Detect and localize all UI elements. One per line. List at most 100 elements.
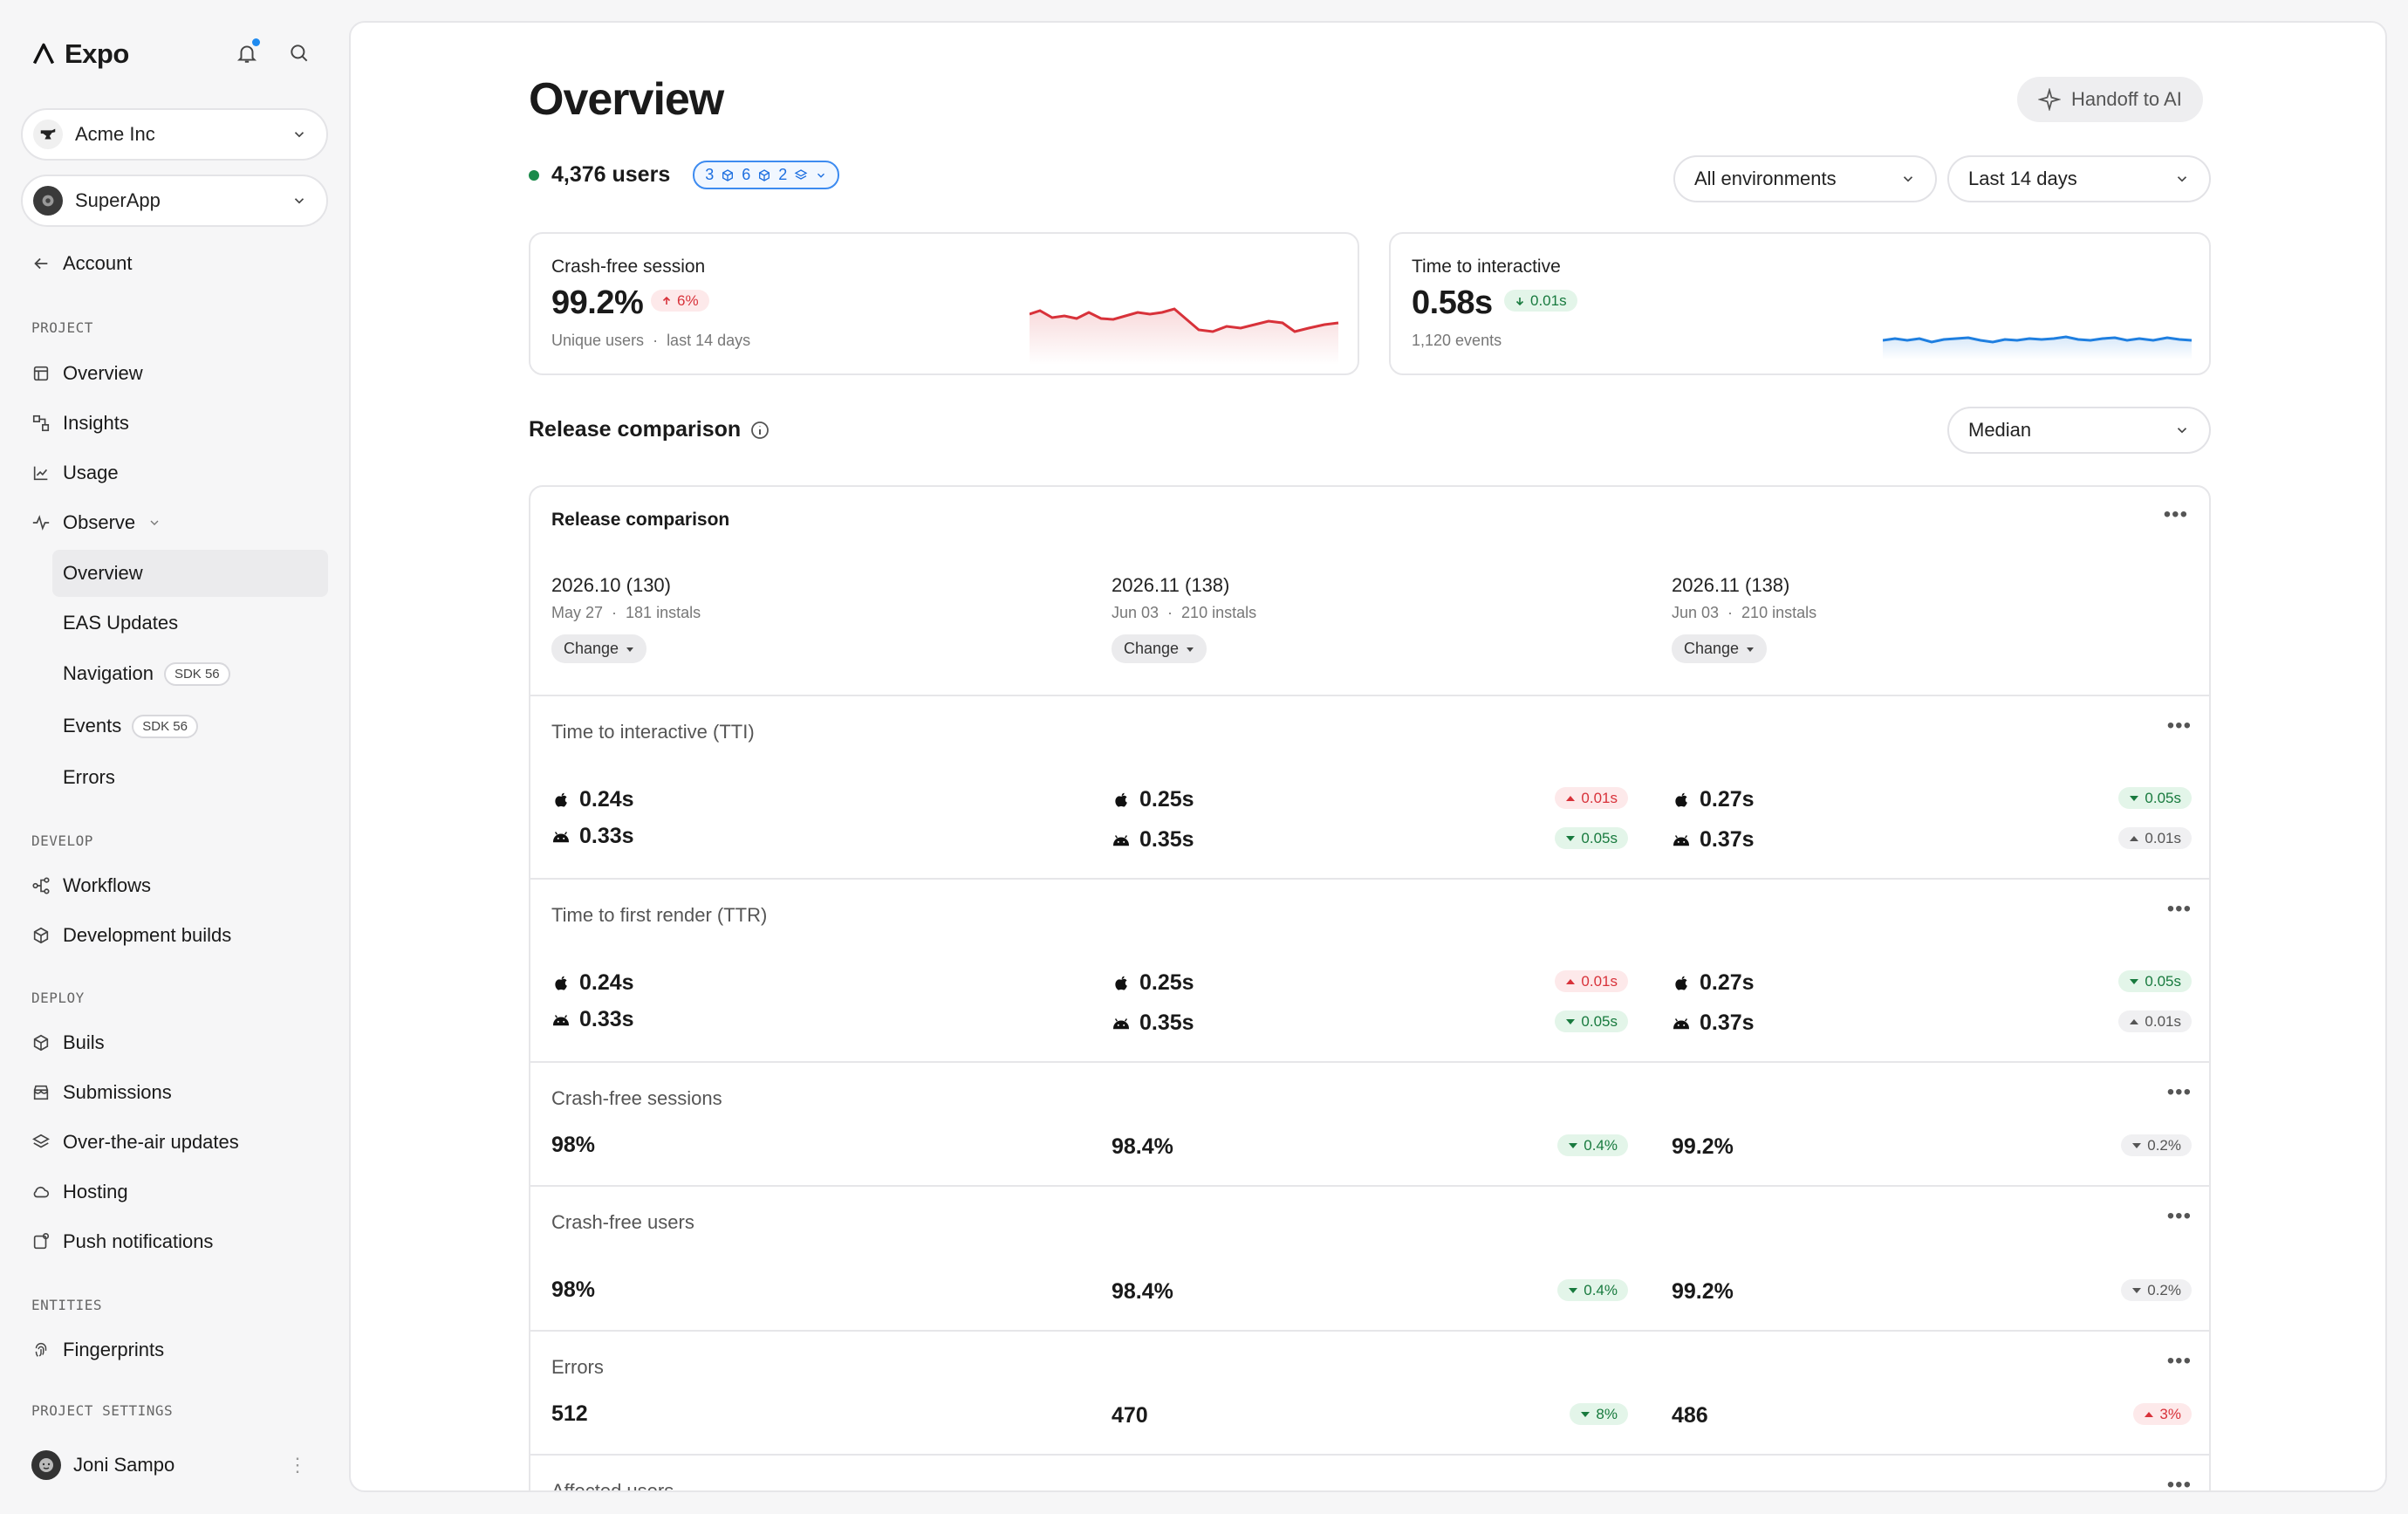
nav-fingerprints-label: Fingerprints	[63, 1339, 165, 1360]
search-icon	[291, 45, 308, 62]
nav-submissions[interactable]: Submissions	[31, 1070, 172, 1115]
table-row-errors: Errors ••• 512 470 8% 486 3%	[530, 1330, 2209, 1454]
kpi-crash-free-session[interactable]: Crash-free session 99.2% 6% Unique users…	[529, 232, 1359, 375]
android-value: 0.37s	[1672, 1010, 1755, 1036]
ios-value: 0.27s	[1672, 787, 1755, 812]
nav-insights[interactable]: Insights	[31, 401, 129, 446]
nav-observe-overview[interactable]: Overview	[52, 550, 328, 597]
chevron-down-icon	[817, 173, 825, 178]
nav-overview-label: Overview	[63, 362, 143, 384]
ios-value: 0.27s	[1672, 970, 1755, 996]
release-date: Jun 03	[1672, 604, 1720, 621]
delta: 3%	[2159, 1406, 2181, 1422]
caret-down-icon	[1566, 835, 1576, 841]
delta-badge: 0.05s	[1555, 827, 1628, 849]
kpi-delta: 0.01s	[1530, 292, 1567, 309]
expo-logo[interactable]: Expo	[31, 38, 129, 70]
row-title: Affected users	[551, 1480, 674, 1492]
nav-push-notifications[interactable]: Push notifications	[31, 1219, 213, 1264]
platform-count: 2	[778, 166, 788, 183]
android-value: 0.33s	[551, 824, 634, 849]
kpi-time-to-interactive[interactable]: Time to interactive 0.58s 0.01s 1,120 ev…	[1389, 232, 2211, 375]
apple-icon	[1115, 976, 1127, 990]
ios-value: 0.24s	[551, 787, 634, 812]
change-release-button[interactable]: Change	[1672, 634, 1768, 663]
nav-navigation[interactable]: Navigation SDK 56	[52, 650, 328, 697]
nav-usage[interactable]: Usage	[31, 450, 119, 496]
kpi-subtitle: 1,120 events	[1412, 332, 1502, 349]
value: 0.25s	[1139, 970, 1194, 995]
status-dot	[529, 169, 539, 181]
nav-fingerprints[interactable]: Fingerprints	[31, 1327, 164, 1373]
platform-filter[interactable]: 3 6 2	[693, 161, 840, 189]
page-title: Overview	[529, 74, 724, 125]
more-options-icon[interactable]: •••	[2166, 1204, 2192, 1228]
change-release-button[interactable]: Change	[1112, 634, 1207, 663]
metric-value: 512	[551, 1401, 588, 1426]
info-icon[interactable]	[749, 420, 770, 441]
nav-overview[interactable]: Overview	[31, 351, 143, 396]
environment-dropdown[interactable]: All environments	[1673, 155, 1937, 202]
delta-badge: 0.01s	[1555, 787, 1628, 809]
nav-errors[interactable]: Errors	[52, 754, 328, 801]
account-link[interactable]: Account	[31, 241, 133, 286]
metric-dropdown[interactable]: Median	[1947, 407, 2211, 454]
android-icon	[553, 1014, 569, 1025]
arrow-down-icon	[1515, 297, 1524, 305]
release-installs: 210 instals	[1741, 604, 1817, 621]
users-count: 4,376 users	[551, 162, 671, 187]
user-options-icon[interactable]: ⋮	[288, 1454, 307, 1476]
handoff-to-ai-button[interactable]: Handoff to AI	[2017, 77, 2203, 122]
brand-name: Expo	[65, 38, 129, 69]
android-icon	[1673, 834, 1689, 846]
platform-count: 3	[705, 166, 715, 183]
kpi-value: 99.2%	[551, 284, 644, 321]
date-range-dropdown[interactable]: Last 14 days	[1947, 155, 2211, 202]
section-develop: DEVELOP	[31, 832, 93, 849]
change-release-button[interactable]: Change	[551, 634, 647, 663]
caret-down-icon	[1569, 1287, 1578, 1293]
nav-observe[interactable]: Observe	[31, 500, 161, 545]
section-project: PROJECT	[31, 319, 93, 336]
face-icon	[39, 1458, 53, 1472]
more-options-icon[interactable]: •••	[2163, 503, 2188, 526]
nav-push-notifications-label: Push notifications	[63, 1230, 214, 1252]
chevron-down-icon	[294, 132, 304, 138]
more-options-icon[interactable]: •••	[2166, 1473, 2192, 1492]
user-menu[interactable]: Joni Sampo ⋮	[31, 1450, 307, 1480]
ios-value: 0.24s	[551, 970, 634, 996]
notifications-button[interactable]	[236, 38, 260, 65]
more-options-icon[interactable]: •••	[2166, 897, 2192, 921]
kpi-sparkline	[1883, 335, 2193, 360]
nav-workflows[interactable]: Workflows	[31, 863, 151, 908]
release-date: May 27	[551, 604, 604, 621]
more-options-icon[interactable]: •••	[2166, 1349, 2192, 1373]
delta-badge: 0.2%	[2121, 1134, 2192, 1156]
delta: 0.2%	[2147, 1282, 2181, 1298]
more-options-icon[interactable]: •••	[2166, 714, 2192, 737]
metric-value: 99.2%	[1672, 1279, 1734, 1304]
more-options-icon[interactable]: •••	[2166, 1080, 2192, 1104]
table-row-crash-free-users: Crash-free users ••• 98% 98.4% 0.4% 99.2…	[530, 1185, 2209, 1330]
kpi-sparkline	[1030, 307, 1339, 365]
delta: 0.2%	[2147, 1137, 2181, 1154]
nav-development-builds[interactable]: Development builds	[31, 913, 231, 958]
nav-builds[interactable]: Buils	[31, 1020, 105, 1065]
delta-badge: 0.05s	[2118, 787, 2192, 809]
search-button[interactable]	[288, 42, 311, 65]
nav-events[interactable]: Events SDK 56	[52, 702, 328, 750]
app-selector[interactable]: SuperApp	[21, 175, 328, 227]
value: 0.37s	[1700, 1010, 1755, 1035]
release-comparison-table: Release comparison ••• 2026.10 (130) May…	[529, 485, 2211, 1492]
nav-eas-updates[interactable]: EAS Updates	[52, 599, 328, 647]
table-title: Release comparison	[551, 510, 730, 530]
table-icon	[33, 366, 49, 381]
nav-ota-updates[interactable]: Over-the-air updates	[31, 1120, 239, 1165]
layers-icon	[794, 168, 808, 180]
caret-down-icon	[1581, 1411, 1591, 1417]
nav-hosting[interactable]: Hosting	[31, 1169, 128, 1215]
org-selector[interactable]: Acme Inc	[21, 108, 328, 161]
value: 0.25s	[1139, 787, 1194, 812]
delta: 8%	[1596, 1406, 1618, 1422]
chevron-down-icon	[1903, 176, 1913, 182]
